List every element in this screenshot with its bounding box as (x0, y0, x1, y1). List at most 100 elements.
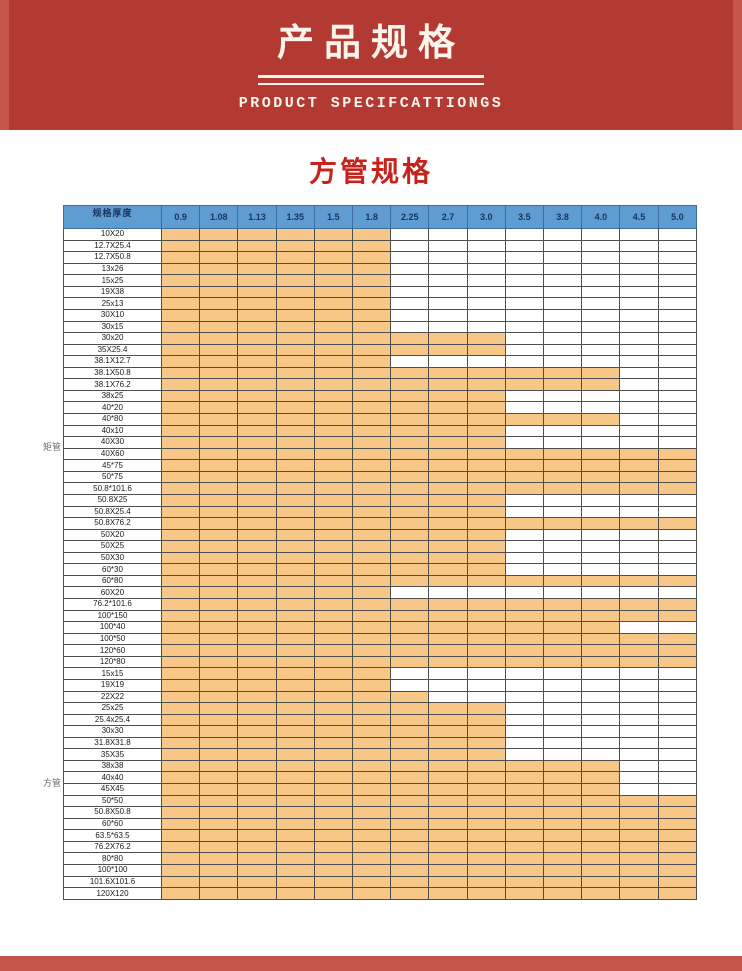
empty-cell (657, 586, 698, 599)
available-cell (466, 378, 506, 391)
empty-cell (657, 228, 698, 241)
available-cell (504, 447, 545, 461)
available-cell (313, 702, 354, 715)
available-cell (466, 783, 506, 796)
empty-cell (504, 725, 545, 738)
spec-row: 50.8X76.2 (63, 517, 698, 530)
available-cell (160, 308, 201, 322)
available-cell (313, 493, 354, 507)
available-cell (352, 806, 392, 819)
available-cell (237, 771, 277, 784)
empty-cell (390, 251, 430, 264)
available-cell (504, 887, 545, 900)
available-cell (237, 285, 277, 299)
available-cell (313, 644, 354, 657)
available-cell (237, 493, 277, 507)
thickness-column-header: 1.08 (199, 205, 239, 229)
empty-cell (619, 320, 659, 334)
empty-cell (657, 725, 698, 738)
available-cell (657, 574, 698, 588)
available-cell (619, 517, 659, 530)
empty-cell (657, 748, 698, 761)
size-row-label: 13x26 (63, 262, 162, 276)
available-cell (428, 366, 468, 380)
available-cell (390, 817, 430, 831)
empty-cell (543, 713, 583, 727)
empty-cell (581, 355, 621, 368)
available-cell (657, 644, 698, 657)
available-cell (237, 389, 277, 403)
available-cell (275, 748, 315, 761)
available-cell (466, 817, 506, 831)
empty-cell (504, 748, 545, 761)
available-cell (199, 389, 239, 403)
available-cell (581, 378, 621, 391)
empty-cell (466, 355, 506, 368)
available-cell (237, 702, 277, 715)
available-cell (160, 424, 201, 438)
available-cell (237, 320, 277, 334)
available-cell (352, 308, 392, 322)
empty-cell (390, 274, 430, 287)
available-cell (199, 644, 239, 657)
available-cell (160, 632, 201, 646)
available-cell (390, 389, 430, 403)
empty-cell (581, 586, 621, 599)
thickness-column-header: 3.5 (504, 205, 545, 229)
available-cell (466, 621, 506, 634)
available-cell (352, 748, 392, 761)
available-cell (352, 829, 392, 842)
size-row-label: 19X19 (63, 678, 162, 692)
available-cell (390, 517, 430, 530)
available-cell (657, 459, 698, 472)
available-cell (428, 840, 468, 854)
available-cell (504, 829, 545, 842)
available-cell (619, 459, 659, 472)
empty-cell (657, 736, 698, 750)
available-cell (160, 794, 201, 808)
spec-row: 120X120 (63, 887, 698, 900)
available-cell (390, 621, 430, 634)
available-cell (581, 459, 621, 472)
size-row-label: 15x15 (63, 667, 162, 680)
empty-cell (657, 285, 698, 299)
available-cell (428, 713, 468, 727)
available-cell (466, 447, 506, 461)
available-cell (352, 725, 392, 738)
empty-cell (619, 678, 659, 692)
empty-cell (657, 771, 698, 784)
spec-row: 60*30 (63, 563, 698, 576)
available-cell (466, 644, 506, 657)
available-cell (313, 459, 354, 472)
empty-cell (543, 424, 583, 438)
available-cell (199, 748, 239, 761)
available-cell (466, 482, 506, 495)
available-cell (428, 424, 468, 438)
available-cell (352, 551, 392, 565)
available-cell (313, 239, 354, 253)
empty-cell (657, 413, 698, 426)
top-banner: 产品规格 PRODUCT SPECIFCATTIONGS (0, 0, 742, 130)
available-cell (390, 725, 430, 738)
empty-cell (543, 285, 583, 299)
available-cell (160, 540, 201, 553)
available-cell (199, 852, 239, 865)
available-cell (160, 655, 201, 669)
spec-row: 13x26 (63, 262, 698, 276)
spec-row: 60*60 (63, 817, 698, 831)
available-cell (199, 783, 239, 796)
available-cell (237, 574, 277, 588)
empty-cell (581, 725, 621, 738)
available-cell (237, 794, 277, 808)
available-cell (352, 783, 392, 796)
available-cell (237, 228, 277, 241)
available-cell (428, 644, 468, 657)
available-cell (237, 863, 277, 877)
available-cell (581, 863, 621, 877)
size-row-label: 10X20 (63, 228, 162, 241)
available-cell (199, 725, 239, 738)
available-cell (313, 863, 354, 877)
empty-cell (466, 251, 506, 264)
available-cell (160, 609, 201, 623)
available-cell (352, 493, 392, 507)
